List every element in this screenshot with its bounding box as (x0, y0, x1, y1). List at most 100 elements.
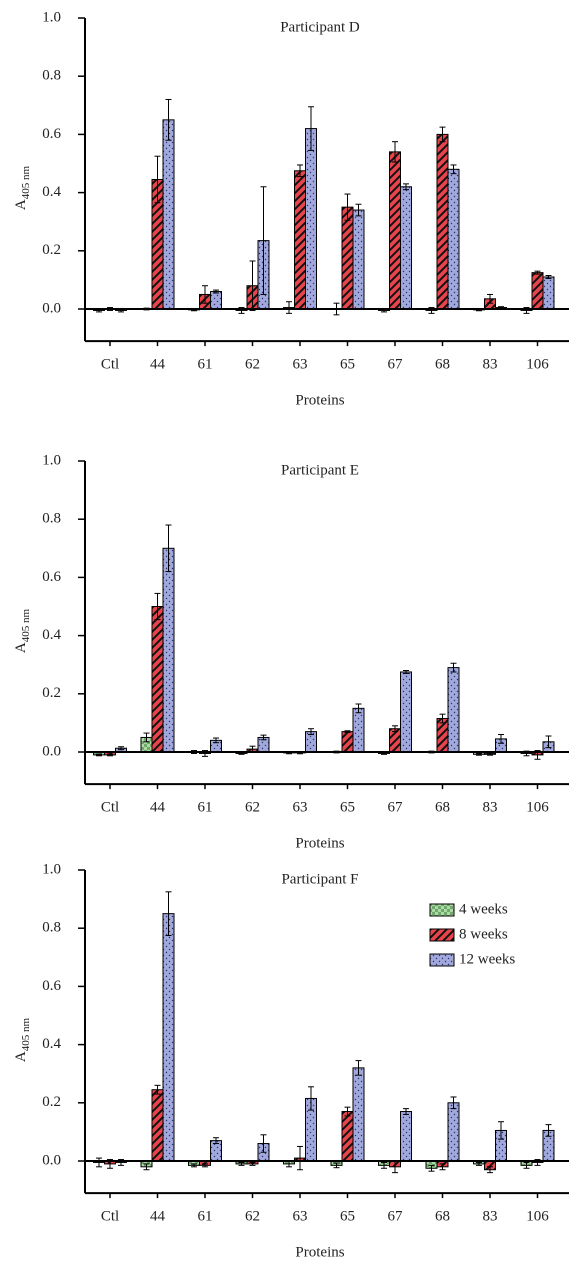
error-bar (165, 524, 172, 573)
error-bar (450, 1096, 457, 1110)
error-bar (392, 725, 398, 733)
error-bar (260, 186, 267, 295)
y-tick-label: 0.0 (42, 743, 61, 759)
error-bar (545, 735, 552, 749)
x-tick-label: 67 (388, 357, 404, 373)
bar (151, 1089, 164, 1162)
bar (531, 272, 544, 310)
y-tick-label: 1.0 (42, 452, 61, 468)
error-bar (403, 183, 409, 191)
x-tick-label: 62 (245, 1209, 260, 1225)
error-bar (403, 1108, 409, 1115)
x-tick-label: 65 (340, 800, 355, 816)
y-axis-label: A405 nm (13, 1018, 31, 1063)
error-bar (476, 1161, 482, 1166)
y-tick-label: 0.6 (42, 569, 61, 585)
x-tick-label: 63 (293, 800, 308, 816)
x-tick-label: 67 (388, 800, 404, 816)
y-tick-label: 0.6 (42, 978, 61, 994)
error-bar (450, 662, 457, 673)
error-bar (143, 732, 150, 743)
error-bar (249, 260, 256, 311)
x-tick-label: 65 (340, 1209, 355, 1225)
error-bar (381, 1161, 387, 1169)
bar (341, 731, 354, 753)
bar (436, 133, 449, 310)
x-tick-label: 68 (435, 800, 450, 816)
error-bar (392, 141, 398, 163)
bar (305, 128, 317, 310)
error-bar (403, 670, 409, 674)
bar (389, 728, 401, 753)
error-bar (202, 1163, 208, 1168)
bar (400, 671, 412, 753)
x-tick-label: 106 (526, 800, 549, 816)
y-tick-label: 0.8 (42, 511, 61, 527)
bar (162, 119, 175, 310)
bar (352, 209, 365, 310)
error-bar (260, 734, 267, 741)
error-bar (344, 1106, 351, 1117)
error-bar (344, 730, 351, 734)
error-bar (355, 203, 362, 217)
x-tick-label: 63 (293, 1209, 308, 1225)
error-bar (213, 289, 219, 294)
y-label-subscript: 405 nm (20, 609, 32, 643)
y-tick-label: 0.2 (42, 685, 61, 701)
chart-title: Participant F (281, 871, 358, 887)
bar (542, 276, 555, 310)
legend-swatch (429, 928, 455, 942)
error-bar (487, 752, 493, 756)
y-tick-label: 0.2 (42, 242, 61, 258)
legend-swatch (429, 903, 455, 917)
error-bar (476, 752, 482, 756)
error-bar (238, 1161, 245, 1166)
error-bar (202, 285, 208, 304)
error-bar (154, 1084, 161, 1095)
x-tick-label: 62 (245, 357, 260, 373)
x-tick-label: 61 (198, 357, 213, 373)
error-bar (439, 713, 446, 724)
y-tick-label: 1.0 (42, 861, 61, 877)
error-bar (355, 703, 362, 714)
x-tick-label: 106 (526, 1209, 549, 1225)
error-bar (439, 1163, 446, 1171)
x-tick-label: 44 (150, 357, 166, 373)
x-tick-label: 44 (150, 1209, 166, 1225)
bar (400, 1111, 412, 1162)
x-tick-label: 65 (340, 357, 355, 373)
y-label-subscript: 405 nm (20, 166, 32, 200)
y-tick-label: 0.4 (42, 627, 61, 643)
legend-label: 4 weeks (459, 901, 508, 917)
y-tick-label: 0.4 (42, 1036, 61, 1052)
error-bar (249, 1161, 256, 1166)
legend-label: 12 weeks (459, 951, 515, 967)
y-axis-label: A405 nm (13, 166, 31, 211)
x-axis-label: Proteins (295, 1245, 344, 1261)
chart-title: Participant D (280, 19, 360, 35)
bar (436, 718, 449, 753)
x-axis-label: Proteins (295, 836, 344, 852)
x-tick-label: 83 (483, 1209, 498, 1225)
error-bar (165, 891, 172, 936)
x-tick-label: 63 (293, 357, 308, 373)
x-tick-label: 61 (198, 800, 213, 816)
y-label-main: A (13, 199, 29, 210)
error-bar (545, 275, 552, 279)
error-bar (260, 1134, 267, 1153)
x-axis-label: Proteins (295, 393, 344, 409)
error-bar (439, 126, 446, 143)
error-bar (428, 1164, 435, 1172)
error-bar (487, 1166, 493, 1174)
x-tick-label: Ctl (101, 357, 119, 373)
error-bar (297, 1145, 303, 1171)
y-tick-label: 0.8 (42, 920, 61, 936)
error-bar (545, 1124, 552, 1137)
bar (389, 151, 401, 310)
y-label-main: A (13, 642, 29, 653)
x-tick-label: Ctl (101, 1209, 119, 1225)
error-bar (344, 193, 351, 221)
error-bar (297, 164, 303, 178)
legend-label: 8 weeks (459, 926, 508, 942)
